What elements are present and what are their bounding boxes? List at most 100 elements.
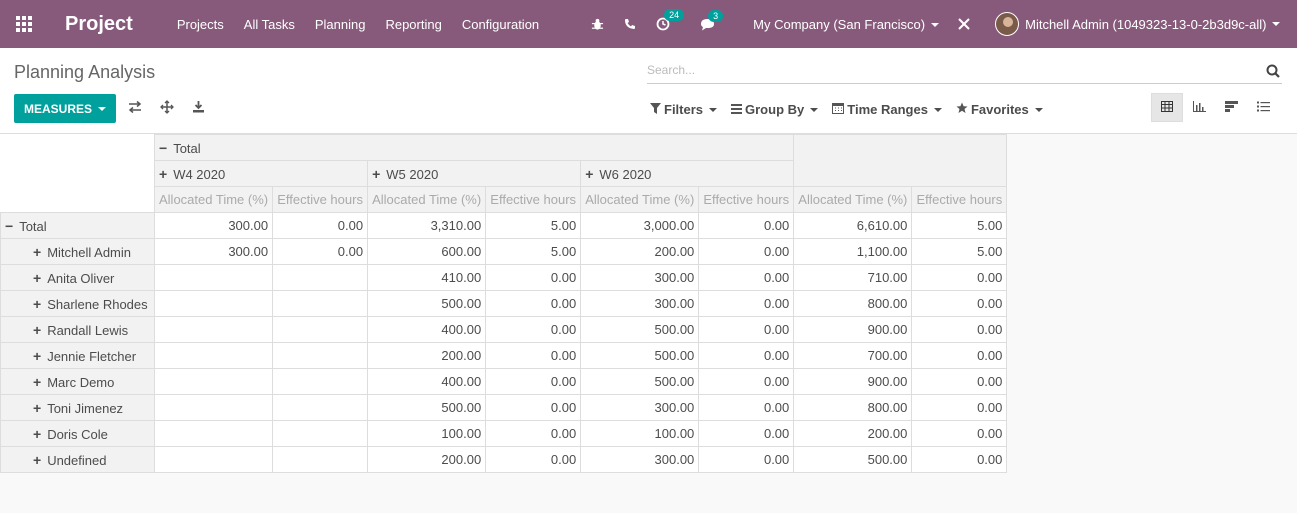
pivot-cell[interactable] [153, 368, 274, 395]
cohort-view-button[interactable] [1215, 93, 1247, 122]
pivot-cell[interactable]: 200.00 [793, 420, 913, 447]
debug-tools-icon[interactable] [957, 17, 971, 31]
pivot-cell[interactable]: 500.00 [580, 368, 700, 395]
measures-button[interactable]: MEASURES [14, 94, 117, 123]
pivot-cell[interactable]: 0.00 [272, 212, 369, 239]
expand-all-icon[interactable] [160, 100, 174, 117]
measure-header[interactable]: Allocated Time (%) [367, 186, 487, 213]
row-header-total[interactable]: − Total [0, 212, 155, 239]
menu-reporting[interactable]: Reporting [385, 16, 442, 32]
pivot-cell[interactable]: 0.00 [698, 290, 795, 317]
row-header[interactable]: + Sharlene Rhodes [0, 290, 155, 317]
pivot-cell[interactable]: 400.00 [367, 368, 487, 395]
pivot-cell[interactable]: 0.00 [698, 446, 795, 473]
pivot-cell[interactable] [272, 342, 369, 369]
pivot-cell[interactable]: 0.00 [698, 212, 795, 239]
pivot-cell[interactable]: 0.00 [911, 264, 1008, 291]
pivot-cell[interactable]: 900.00 [793, 368, 913, 395]
pivot-cell[interactable] [153, 420, 274, 447]
pivot-view-button[interactable] [1151, 93, 1183, 122]
phone-icon[interactable] [624, 18, 636, 30]
pivot-cell[interactable]: 500.00 [580, 342, 700, 369]
pivot-cell[interactable] [153, 316, 274, 343]
pivot-cell[interactable]: 0.00 [485, 342, 582, 369]
list-view-button[interactable] [1247, 93, 1279, 122]
menu-projects[interactable]: Projects [176, 16, 224, 32]
pivot-cell[interactable]: 300.00 [580, 264, 700, 291]
row-header[interactable]: + Doris Cole [0, 420, 155, 447]
search-input[interactable] [647, 63, 1247, 77]
row-header[interactable]: + Marc Demo [0, 368, 155, 395]
pivot-cell[interactable]: 0.00 [911, 394, 1008, 421]
measure-header[interactable]: Effective hours [272, 186, 369, 213]
pivot-cell[interactable]: 5.00 [911, 212, 1008, 239]
graph-view-button[interactable] [1183, 93, 1215, 122]
pivot-cell[interactable]: 100.00 [580, 420, 700, 447]
pivot-cell[interactable] [272, 316, 369, 343]
company-switcher[interactable]: My Company (San Francisco) [753, 17, 940, 32]
pivot-cell[interactable]: 710.00 [793, 264, 913, 291]
row-header[interactable]: + Undefined [0, 446, 155, 473]
pivot-cell[interactable] [272, 394, 369, 421]
pivot-cell[interactable]: 0.00 [911, 420, 1008, 447]
measure-header[interactable]: Effective hours [698, 186, 795, 213]
pivot-cell[interactable]: 800.00 [793, 290, 913, 317]
pivot-cell[interactable] [153, 342, 274, 369]
pivot-cell[interactable] [272, 446, 369, 473]
row-header[interactable]: + Randall Lewis [0, 316, 155, 343]
pivot-cell[interactable]: 0.00 [911, 446, 1008, 473]
timeranges-dropdown[interactable]: Time Ranges [832, 102, 942, 117]
search-icon[interactable] [1266, 64, 1280, 81]
pivot-cell[interactable]: 0.00 [911, 290, 1008, 317]
row-header[interactable]: + Toni Jimenez [0, 394, 155, 421]
pivot-cell[interactable]: 3,000.00 [580, 212, 700, 239]
measure-header[interactable]: Effective hours [911, 186, 1008, 213]
col-header-total[interactable]: − Total [153, 134, 795, 161]
col-header-week[interactable]: + W4 2020 [153, 160, 369, 187]
pivot-cell[interactable]: 300.00 [153, 212, 274, 239]
pivot-cell[interactable]: 5.00 [485, 212, 582, 239]
pivot-cell[interactable]: 200.00 [367, 342, 487, 369]
row-header[interactable]: + Jennie Fletcher [0, 342, 155, 369]
pivot-cell[interactable]: 0.00 [485, 394, 582, 421]
pivot-cell[interactable] [272, 368, 369, 395]
pivot-cell[interactable]: 900.00 [793, 316, 913, 343]
flip-axis-icon[interactable] [128, 100, 142, 117]
row-header[interactable]: + Anita Oliver [0, 264, 155, 291]
pivot-cell[interactable] [153, 290, 274, 317]
groupby-dropdown[interactable]: Group By [731, 102, 819, 117]
pivot-cell[interactable]: 1,100.00 [793, 238, 913, 265]
pivot-cell[interactable]: 300.00 [580, 394, 700, 421]
pivot-cell[interactable]: 500.00 [367, 290, 487, 317]
pivot-cell[interactable]: 0.00 [911, 316, 1008, 343]
pivot-cell[interactable]: 300.00 [580, 290, 700, 317]
pivot-cell[interactable]: 0.00 [485, 264, 582, 291]
bug-icon[interactable] [591, 18, 604, 31]
menu-planning[interactable]: Planning [314, 16, 366, 32]
pivot-cell[interactable]: 300.00 [153, 238, 274, 265]
pivot-cell[interactable]: 410.00 [367, 264, 487, 291]
pivot-cell[interactable]: 0.00 [911, 368, 1008, 395]
pivot-cell[interactable]: 100.00 [367, 420, 487, 447]
row-header[interactable]: + Mitchell Admin [0, 238, 155, 265]
pivot-cell[interactable]: 500.00 [367, 394, 487, 421]
pivot-cell[interactable]: 0.00 [698, 394, 795, 421]
pivot-cell[interactable]: 500.00 [580, 316, 700, 343]
pivot-cell[interactable]: 700.00 [793, 342, 913, 369]
pivot-cell[interactable]: 5.00 [911, 238, 1008, 265]
download-icon[interactable] [192, 100, 205, 116]
measure-header[interactable]: Effective hours [485, 186, 582, 213]
pivot-cell[interactable]: 6,610.00 [793, 212, 913, 239]
pivot-cell[interactable]: 500.00 [793, 446, 913, 473]
pivot-cell[interactable]: 600.00 [367, 238, 487, 265]
pivot-cell[interactable]: 0.00 [698, 420, 795, 447]
pivot-cell[interactable] [153, 264, 274, 291]
user-menu[interactable]: Mitchell Admin (1049323-13-0-2b3d9c-all) [995, 12, 1281, 36]
menu-all-tasks[interactable]: All Tasks [243, 16, 295, 32]
pivot-cell[interactable]: 0.00 [698, 264, 795, 291]
col-header-week[interactable]: + W5 2020 [367, 160, 582, 187]
pivot-cell[interactable] [272, 420, 369, 447]
pivot-cell[interactable]: 3,310.00 [367, 212, 487, 239]
pivot-cell[interactable]: 0.00 [698, 368, 795, 395]
pivot-cell[interactable]: 0.00 [698, 238, 795, 265]
